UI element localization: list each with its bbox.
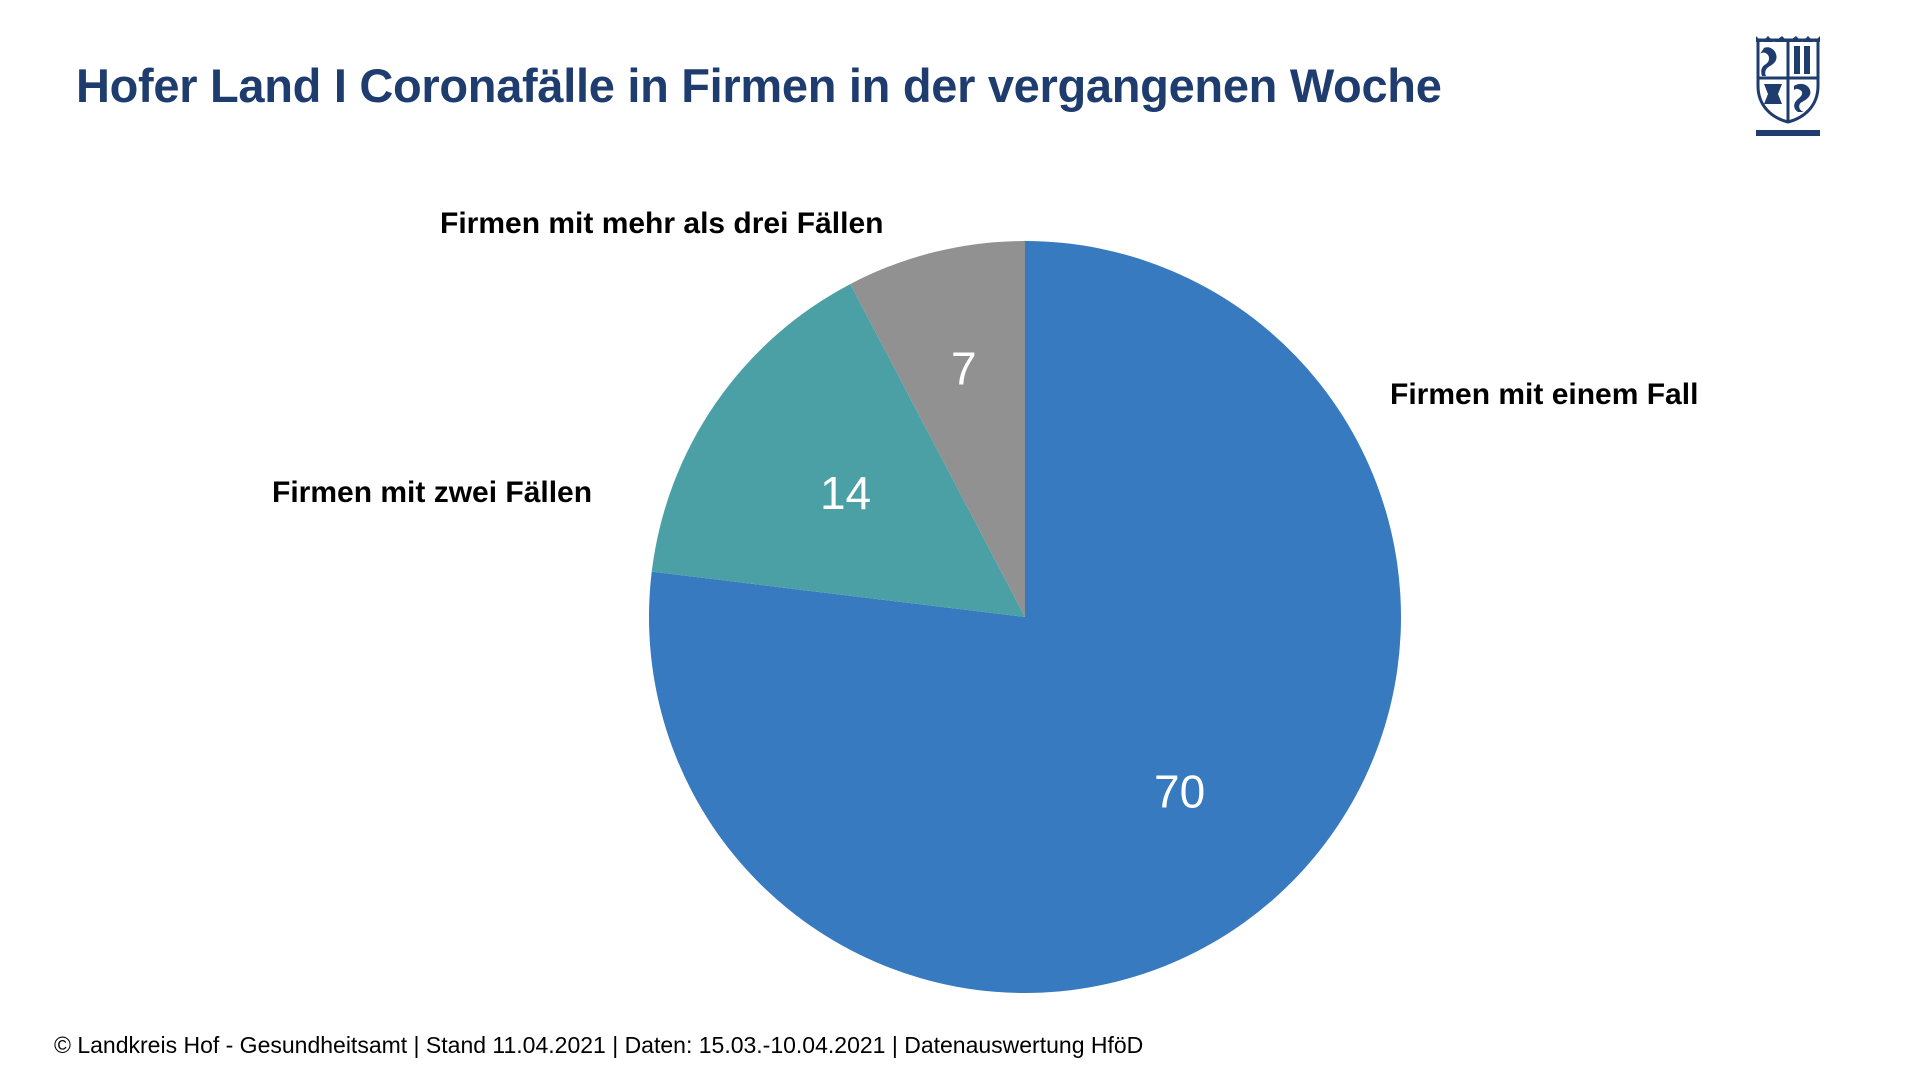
page-title: Hofer Land I Coronafälle in Firmen in de… bbox=[76, 59, 1442, 112]
pie-value-label: 7 bbox=[951, 343, 977, 395]
pie-value-label: 14 bbox=[820, 467, 871, 519]
footer-source: © Landkreis Hof - Gesundheitsamt | Stand… bbox=[54, 1032, 1144, 1058]
pie-value-labels: 70 14 7 bbox=[820, 343, 1205, 818]
pie-value-label: 70 bbox=[1154, 765, 1205, 817]
pie-slices bbox=[648, 241, 1401, 993]
coat-of-arms-icon bbox=[1756, 36, 1820, 136]
pie-slice bbox=[850, 241, 1025, 617]
category-label-one-case: Firmen mit einem Fall bbox=[1390, 378, 1698, 411]
category-label-more-than-three-cases: Firmen mit mehr als drei Fällen bbox=[440, 207, 883, 240]
pie-slice bbox=[651, 284, 1025, 617]
category-label-two-cases: Firmen mit zwei Fällen bbox=[272, 476, 592, 509]
